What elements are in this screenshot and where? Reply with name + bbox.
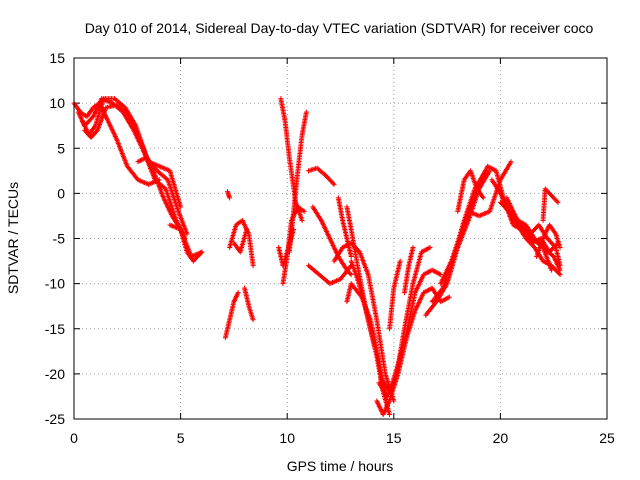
- data-point: [330, 180, 336, 186]
- data-point: [348, 254, 354, 260]
- data-point: [552, 243, 558, 249]
- data-point: [557, 272, 563, 278]
- data-point: [387, 411, 393, 417]
- data-point: [250, 263, 256, 269]
- data-point: [348, 272, 354, 278]
- data-point: [184, 231, 190, 237]
- data-point: [235, 290, 241, 296]
- data-point: [508, 159, 514, 165]
- plot-frame: [73, 57, 608, 420]
- x-tick-label: 15: [386, 430, 402, 446]
- y-tick-label: 0: [57, 185, 65, 201]
- data-points: [71, 96, 563, 417]
- data-point: [397, 258, 403, 264]
- data-point: [555, 199, 561, 205]
- y-tick-label: 5: [57, 140, 65, 156]
- data-point: [554, 198, 560, 204]
- data-point: [89, 115, 95, 121]
- data-point: [557, 263, 563, 269]
- data-point: [299, 217, 305, 223]
- data-point: [391, 398, 397, 404]
- data-point: [303, 109, 309, 115]
- data-point: [372, 344, 378, 350]
- data-point: [356, 248, 362, 254]
- data-point: [331, 181, 337, 187]
- data-point: [227, 195, 233, 201]
- y-tick-label: -25: [45, 411, 65, 427]
- data-point: [198, 250, 204, 256]
- data-point: [291, 226, 297, 232]
- y-tick-label: 10: [49, 95, 65, 111]
- y-tick-label: -15: [45, 321, 65, 337]
- y-tick-label: -5: [53, 231, 66, 247]
- data-point: [347, 270, 353, 276]
- data-point: [244, 226, 250, 232]
- data-point: [446, 294, 452, 300]
- data-point: [427, 245, 433, 251]
- y-tick-label: -20: [45, 366, 65, 382]
- data-point: [250, 317, 256, 323]
- x-axis-label: GPS time / hours: [287, 458, 394, 474]
- y-axis-label: SDTVAR / TECUs: [5, 182, 21, 294]
- chart-title: Day 010 of 2014, Sidereal Day-to-day VTE…: [85, 20, 594, 36]
- data-point: [556, 270, 562, 276]
- x-tick-label: 25: [599, 430, 615, 446]
- x-tick-label: 5: [177, 430, 185, 446]
- data-point: [438, 272, 444, 278]
- y-tick-label: 15: [49, 50, 65, 66]
- x-tick-label: 0: [70, 430, 78, 446]
- data-point: [557, 245, 563, 251]
- data-point: [549, 267, 555, 273]
- data-point: [480, 195, 486, 201]
- data-point: [410, 245, 416, 251]
- x-tick-label: 20: [493, 430, 509, 446]
- y-tick-label: -10: [45, 276, 65, 292]
- data-point: [301, 208, 307, 214]
- data-point: [199, 249, 205, 255]
- data-point: [178, 204, 184, 210]
- x-tick-label: 10: [279, 430, 295, 446]
- tick-labels: 0 5 10 15 20 25 15 10 5 0 -5 -10 -15 -20 -25: [45, 50, 615, 446]
